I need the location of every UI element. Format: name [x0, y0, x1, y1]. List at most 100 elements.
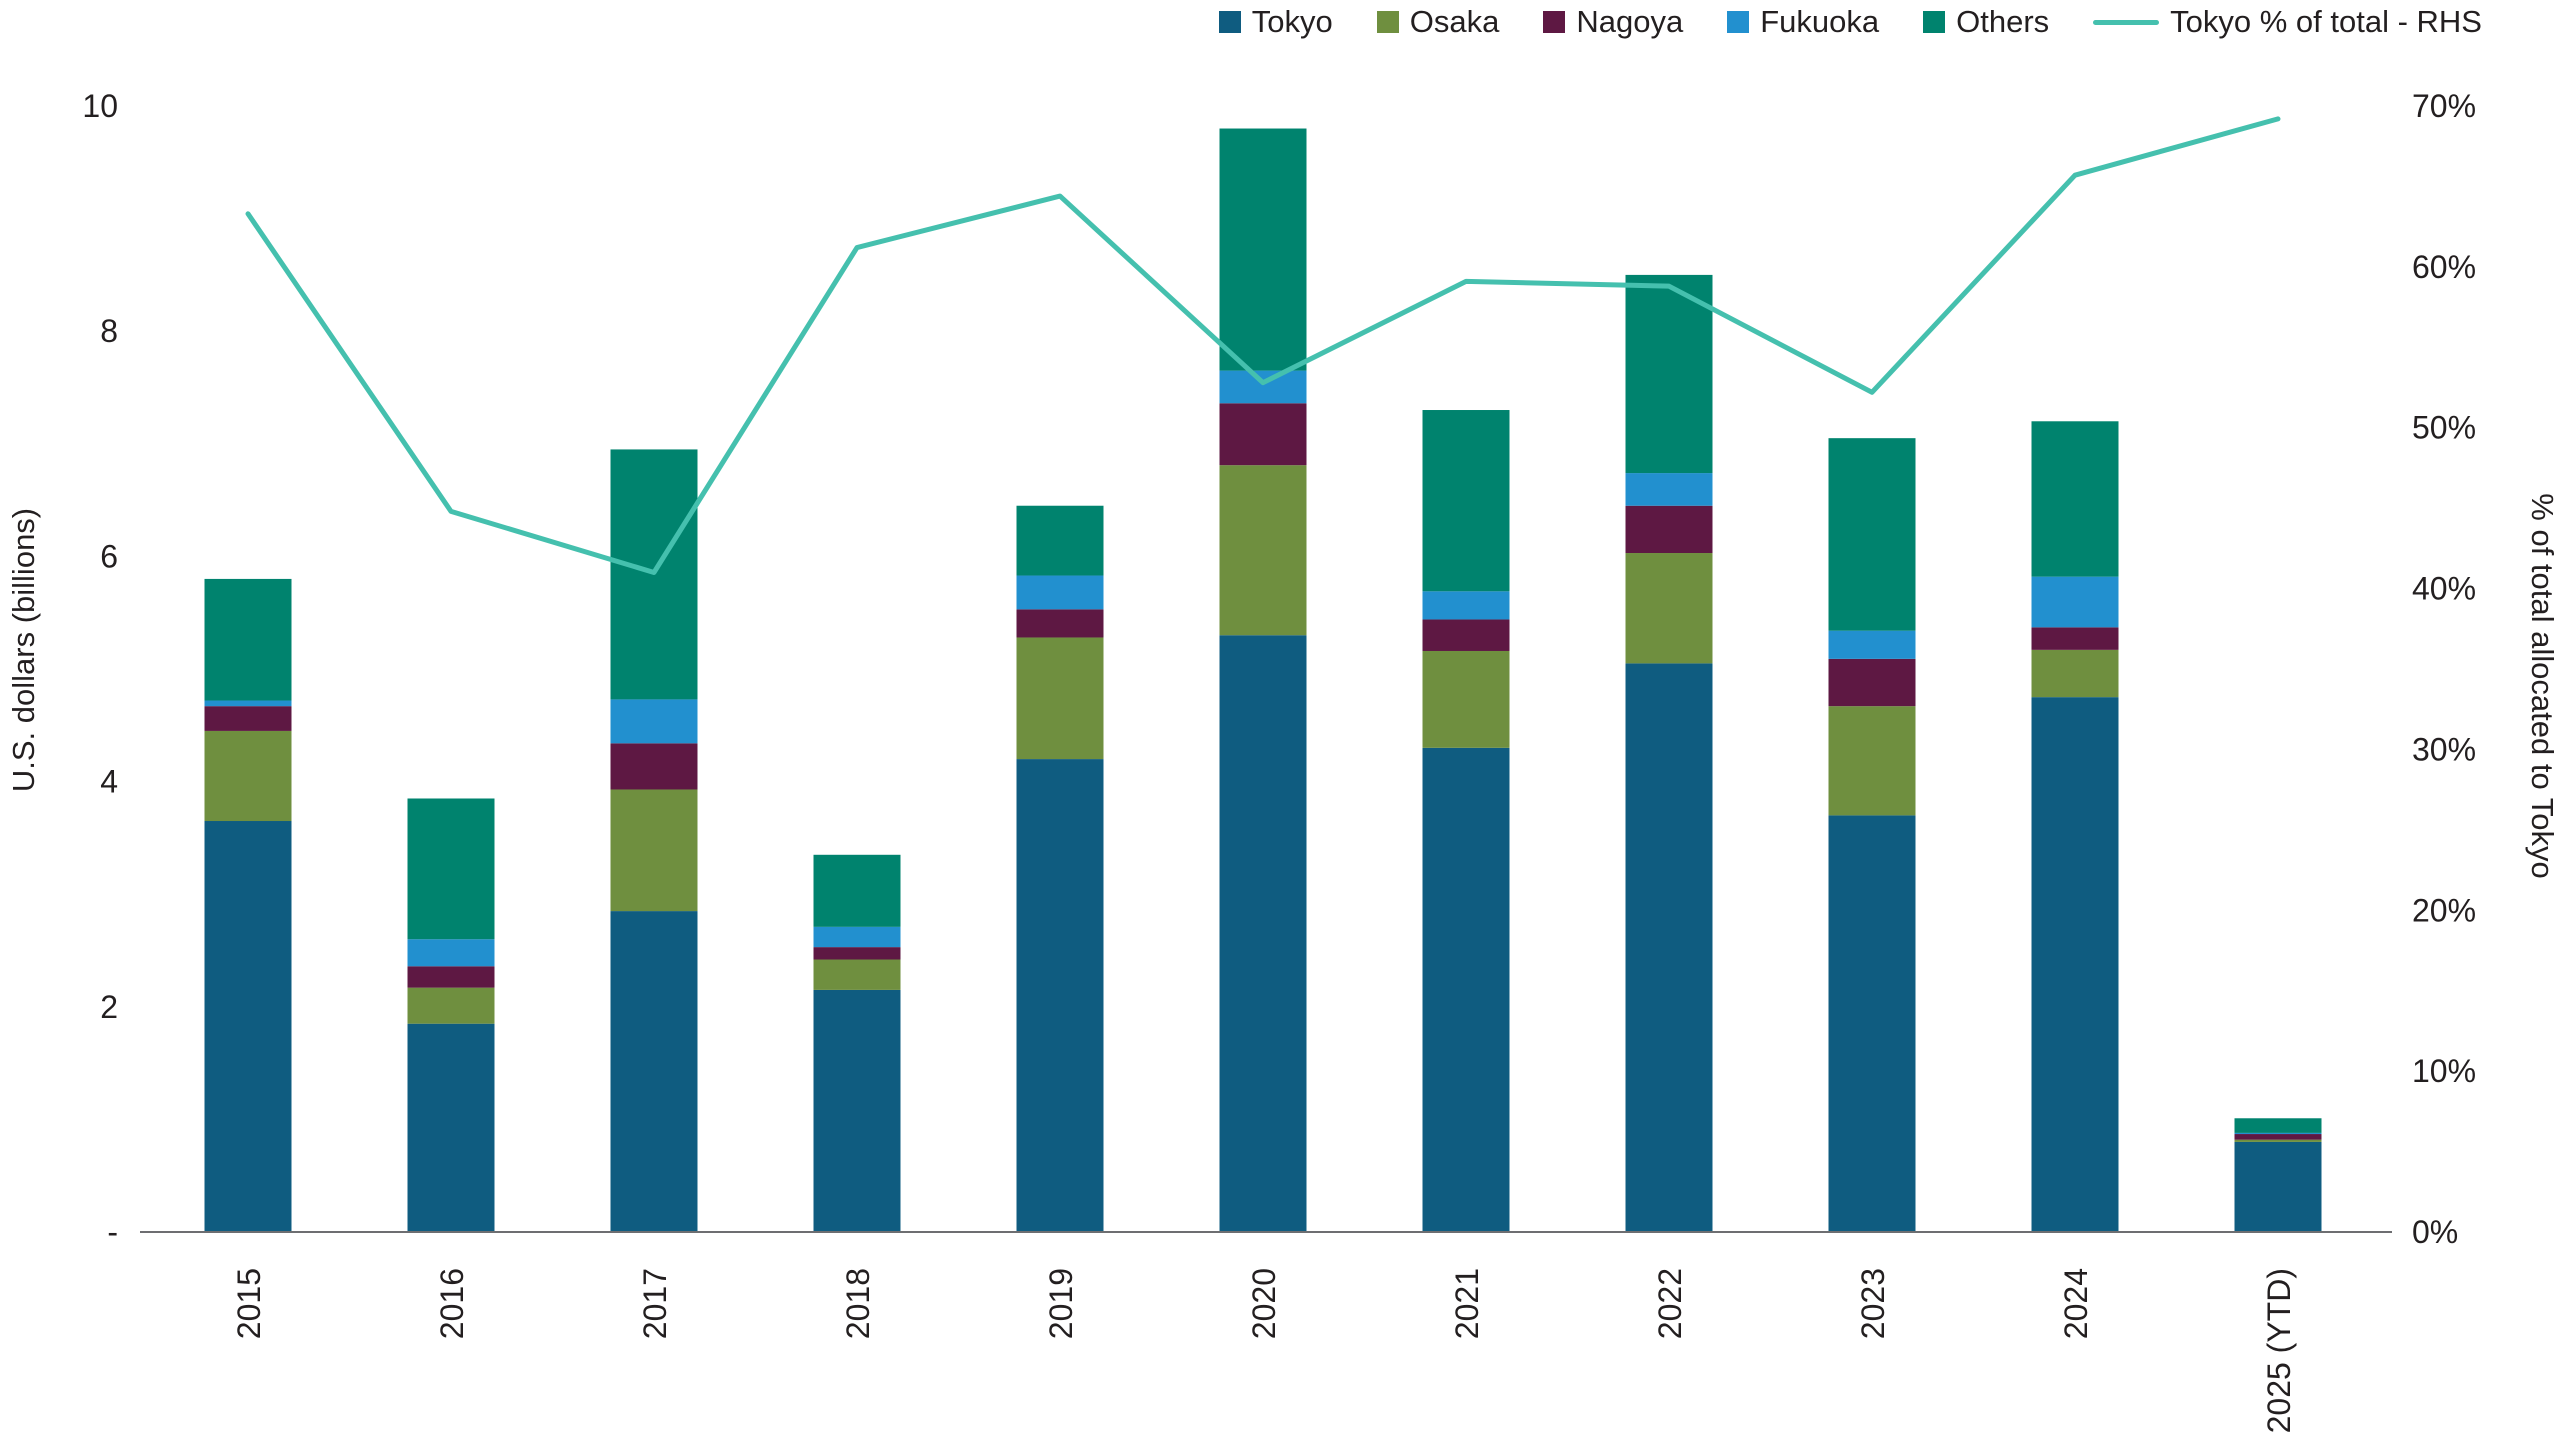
bar-segment-tokyo: [610, 911, 698, 1232]
bar-segment-tokyo: [1016, 759, 1104, 1232]
bar-segment-nagoya: [407, 966, 495, 988]
legend-swatch-tokyo: [1218, 11, 1241, 33]
x-axis-label: 2021: [1449, 1268, 1485, 1339]
bar-segment-others: [2234, 1118, 2322, 1133]
bar-segment-tokyo: [1828, 815, 1916, 1232]
bar-segment-osaka: [1219, 465, 1307, 636]
x-axis-label: 2019: [1043, 1268, 1079, 1339]
chart-legend: Tokyo Osaka Nagoya Fukuoka Others Tokyo …: [1218, 4, 2482, 40]
x-axis-label: 2020: [1246, 1268, 1282, 1339]
left-axis-tick-label: -: [107, 1214, 118, 1250]
bar-segment-others: [2031, 421, 2119, 577]
x-axis-label: 2018: [840, 1268, 876, 1339]
legend-line-sample: [2093, 19, 2160, 25]
legend-swatch-osaka: [1376, 11, 1399, 33]
bar-segment-osaka: [1422, 650, 1510, 748]
right-axis-tick-label: 20%: [2412, 892, 2476, 928]
bar-segment-fukuoka: [2234, 1132, 2322, 1135]
bar-segment-osaka: [204, 730, 292, 822]
bar-segment-others: [1016, 505, 1104, 576]
bar-segment-fukuoka: [1422, 591, 1510, 620]
bar-segment-others: [1828, 438, 1916, 631]
bar-segment-tokyo: [1625, 663, 1713, 1232]
bar-segment-nagoya: [2234, 1134, 2322, 1140]
right-axis-tick-label: 40%: [2412, 571, 2476, 607]
legend-label-fukuoka: Fukuoka: [1760, 4, 1880, 39]
left-axis-title: U.S. dollars (billions): [6, 508, 41, 792]
bar-segment-nagoya: [1422, 619, 1510, 651]
legend-item-tokyo-pct-line: Tokyo % of total - RHS: [2093, 4, 2482, 40]
legend-swatch-others: [1923, 11, 1946, 33]
bar-segment-nagoya: [610, 743, 698, 790]
bar-segment-tokyo: [2031, 697, 2119, 1232]
legend-item-others: Others: [1923, 4, 2049, 40]
legend-label-others: Others: [1956, 4, 2050, 39]
bar-segment-fukuoka: [1625, 473, 1713, 506]
bar-segment-fukuoka: [813, 926, 901, 948]
bar-segment-tokyo: [204, 821, 292, 1232]
bar-segment-fukuoka: [1016, 575, 1104, 610]
bar-segment-osaka: [813, 959, 901, 990]
left-axis-tick-label: 8: [100, 313, 118, 349]
right-axis-tick-label: 30%: [2412, 731, 2476, 767]
bar-segment-nagoya: [1016, 609, 1104, 638]
bar-segment-nagoya: [1625, 505, 1713, 554]
legend-item-nagoya: Nagoya: [1543, 4, 1683, 40]
x-axis-label: 2024: [2058, 1268, 2094, 1339]
x-axis-label: 2016: [434, 1268, 470, 1339]
right-axis-tick-label: 10%: [2412, 1053, 2476, 1089]
legend-label-tokyo: Tokyo: [1251, 4, 1333, 39]
bar-segment-fukuoka: [204, 700, 292, 707]
bar-segment-osaka: [2234, 1139, 2322, 1142]
x-axis-label: 2017: [637, 1268, 673, 1339]
bar-segment-nagoya: [1828, 658, 1916, 707]
x-axis-label: 2015: [231, 1268, 267, 1339]
legend-item-fukuoka: Fukuoka: [1727, 4, 1879, 40]
legend-label-tokyo-pct: Tokyo % of total - RHS: [2170, 4, 2482, 39]
bar-segment-osaka: [2031, 649, 2119, 698]
bar-segment-nagoya: [2031, 627, 2119, 650]
right-axis-tick-label: 0%: [2412, 1214, 2458, 1250]
bar-segment-tokyo: [1219, 635, 1307, 1232]
bar-segment-fukuoka: [610, 699, 698, 744]
legend-swatch-nagoya: [1543, 11, 1566, 33]
right-axis-tick-label: 50%: [2412, 410, 2476, 446]
legend-item-tokyo: Tokyo: [1218, 4, 1333, 40]
bar-segment-others: [204, 578, 292, 701]
left-axis-tick-label: 2: [100, 989, 118, 1025]
bar-segment-fukuoka: [2031, 576, 2119, 628]
bar-segment-tokyo: [813, 989, 901, 1232]
right-axis-title: % of total allocated to Tokyo: [2525, 493, 2560, 878]
bar-segment-nagoya: [204, 706, 292, 731]
left-axis-tick-label: 4: [100, 764, 118, 800]
left-axis-tick-label: 10: [82, 88, 118, 124]
bar-segment-fukuoka: [1219, 370, 1307, 404]
legend-item-osaka: Osaka: [1376, 4, 1500, 40]
bar-segment-fukuoka: [1828, 630, 1916, 659]
legend-label-nagoya: Nagoya: [1576, 4, 1684, 39]
bar-segment-tokyo: [1422, 747, 1510, 1232]
right-axis-tick-label: 60%: [2412, 249, 2476, 285]
bar-segment-osaka: [1828, 706, 1916, 816]
bar-segment-others: [407, 798, 495, 940]
bar-segment-osaka: [1016, 637, 1104, 760]
right-axis-tick-label: 70%: [2412, 88, 2476, 124]
left-axis-tick-label: 6: [100, 538, 118, 574]
legend-label-osaka: Osaka: [1409, 4, 1500, 39]
legend-swatch-fukuoka: [1727, 11, 1750, 33]
x-axis-label: 2022: [1652, 1268, 1688, 1339]
x-axis-label: 2023: [1855, 1268, 1891, 1339]
tokyo-pct-line: [245, 116, 2281, 575]
bar-segment-tokyo: [407, 1023, 495, 1232]
bar-segment-others: [1625, 274, 1713, 474]
bar-segment-osaka: [610, 789, 698, 912]
bar-segment-others: [1219, 128, 1307, 371]
bar-segment-nagoya: [1219, 403, 1307, 466]
x-axis-label: 2025 (YTD): [2261, 1268, 2297, 1433]
bar-segment-nagoya: [813, 947, 901, 960]
bar-segment-tokyo: [2234, 1141, 2322, 1232]
bar-segment-fukuoka: [407, 939, 495, 967]
bar-segment-osaka: [1625, 553, 1713, 664]
